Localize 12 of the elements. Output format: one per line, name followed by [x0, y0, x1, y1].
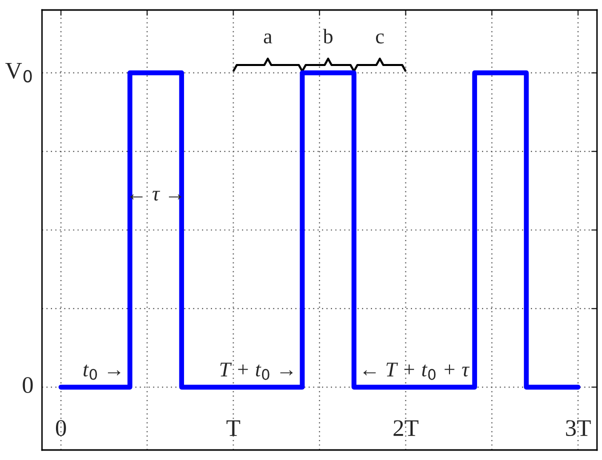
annotation: ← T + t$_{0}$ + τ	[363, 362, 470, 380]
x-tick-label: T	[226, 420, 240, 436]
x-tick-label: 2T	[394, 420, 418, 436]
text: c	[376, 33, 384, 44]
annotation: t$_{0}$ →	[84, 364, 120, 380]
x-tick-label: 0	[56, 420, 66, 436]
text: a	[264, 34, 272, 44]
text: 0	[22, 377, 33, 394]
annotation: T + t$_{0}$ →	[220, 362, 293, 380]
text: b	[322, 28, 333, 44]
text: V$_{0}$	[5, 62, 32, 83]
x-tick-label: 3T	[566, 420, 591, 436]
